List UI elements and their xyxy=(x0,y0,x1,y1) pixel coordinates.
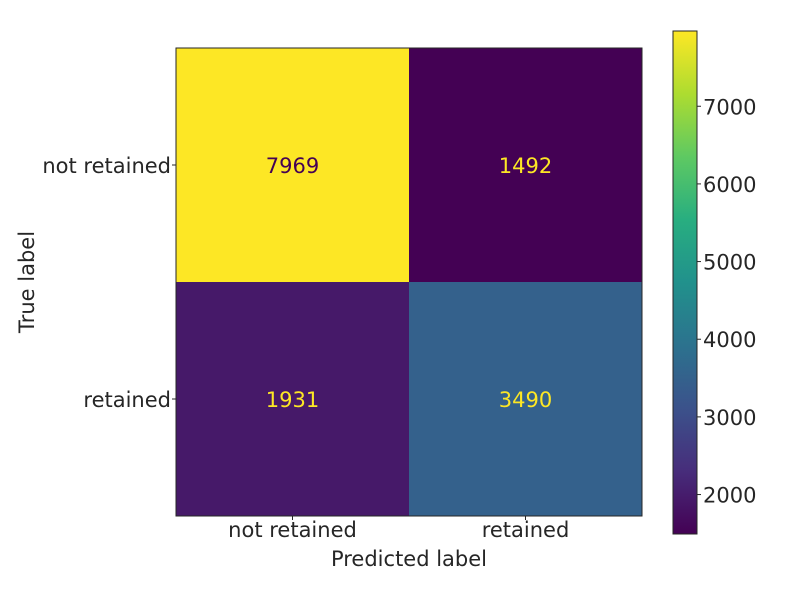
x-tick-label: retained xyxy=(482,518,570,542)
heatmap-cell-0-1 xyxy=(409,48,642,282)
heatmap-cell-labels: 7969 1492 1931 3490 xyxy=(266,154,552,412)
colorbar xyxy=(672,30,698,535)
x-axis-label: Predicted label xyxy=(331,547,487,571)
plot-frame xyxy=(175,47,643,517)
heatmap-cell-0-0 xyxy=(176,48,409,282)
y-tick-label: retained xyxy=(83,388,171,412)
cell-value-label: 1492 xyxy=(499,154,552,178)
x-tick-label: not retained xyxy=(228,518,357,542)
y-axis-ticks: not retained retained xyxy=(42,154,176,412)
y-axis-label: True label xyxy=(15,231,39,334)
colorbar-tick-label: 2000 xyxy=(703,484,756,508)
cell-value-label: 1931 xyxy=(266,388,319,412)
colorbar-tick-label: 7000 xyxy=(703,95,756,119)
cell-value-label: 7969 xyxy=(266,154,319,178)
colorbar-tick-label: 4000 xyxy=(703,328,756,352)
colorbar-tick-label: 3000 xyxy=(703,406,756,430)
heatmap-cell-1-0 xyxy=(176,282,409,516)
colorbar-tick-label: 6000 xyxy=(703,173,756,197)
cell-value-label: 3490 xyxy=(499,388,552,412)
heatmap-cells xyxy=(176,48,642,516)
x-axis-ticks: not retained retained xyxy=(228,516,569,542)
colorbar-tick-label: 5000 xyxy=(703,251,756,275)
colorbar-ticks: 2000 3000 4000 5000 6000 7000 xyxy=(697,95,756,508)
y-tick-label: not retained xyxy=(42,154,171,178)
heatmap-cell-1-1 xyxy=(409,282,642,516)
